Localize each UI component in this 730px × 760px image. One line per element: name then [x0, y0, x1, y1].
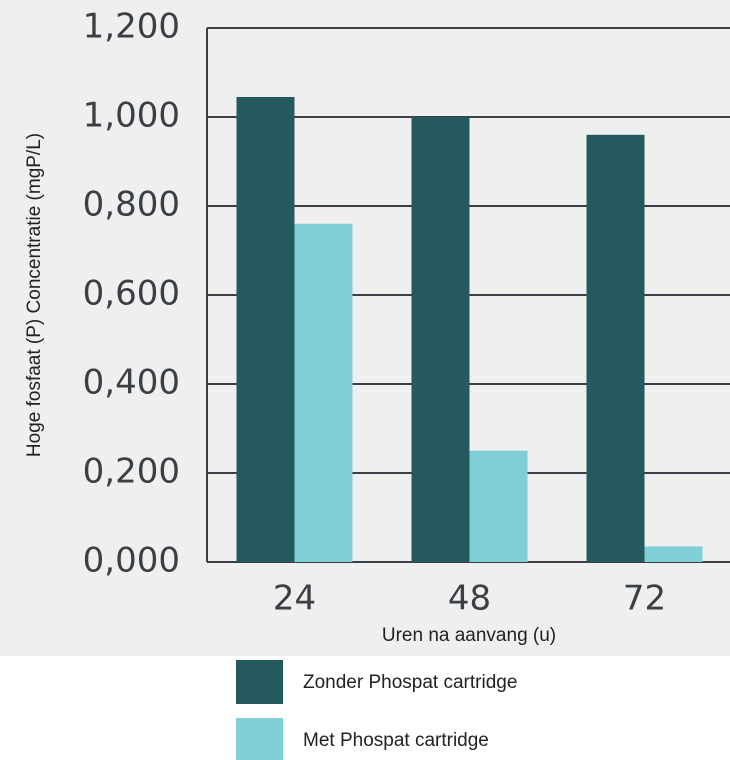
- legend-swatch: [236, 718, 283, 760]
- bar: [411, 117, 470, 562]
- bar: [644, 546, 703, 562]
- bar: [586, 134, 645, 563]
- x-tick-label: 48: [448, 579, 491, 619]
- bar: [469, 450, 528, 562]
- y-tick-label: 0,800: [83, 185, 180, 225]
- y-axis-label: Hoge fosfaat (P) Concentratie (mgP/L): [24, 133, 45, 457]
- y-tick-label: 1,000: [83, 96, 180, 136]
- legend-label: Met Phospat cartridge: [303, 730, 489, 751]
- y-tick-label: 0,400: [83, 363, 180, 403]
- x-tick-label: 72: [623, 579, 666, 619]
- legend-label: Zonder Phospat cartridge: [303, 672, 517, 693]
- y-tick-label: 0,200: [83, 452, 180, 492]
- legend-swatch: [236, 660, 283, 704]
- x-tick-label: 24: [273, 579, 316, 619]
- bar: [294, 223, 353, 563]
- y-tick-label: 0,000: [83, 541, 180, 581]
- bar: [236, 96, 295, 562]
- y-tick-label: 1,200: [83, 7, 180, 47]
- x-axis-label: Uren na aanvang (u): [382, 625, 556, 646]
- y-tick-label: 0,600: [83, 274, 180, 314]
